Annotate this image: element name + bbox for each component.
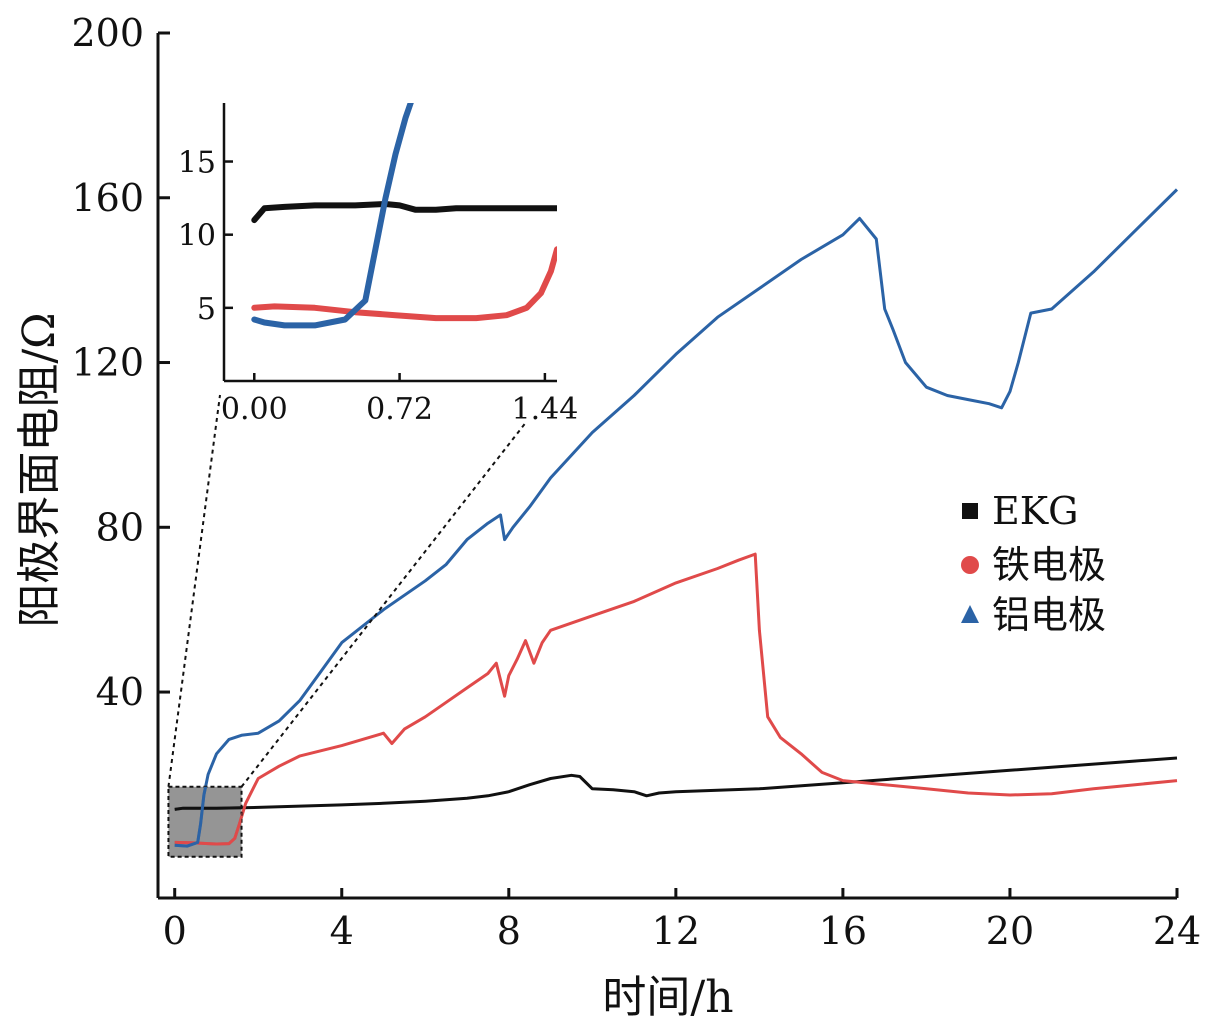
inset-x-tick-label: 0.00 [221,392,288,427]
x-axis-title: 时间/h [602,972,733,1023]
series-line-aluminum [174,188,1179,848]
y-tick-label: 160 [71,176,144,220]
inset-series-line-iron [251,246,557,322]
zoom-guide [167,394,528,858]
zoom-connector-left [167,394,221,787]
inset-series-group [251,103,557,329]
legend: EKG 铁电极 铝电极 [961,489,1106,637]
x-tick-label: 4 [330,909,354,953]
main-axes: 0 4 8 12 16 20 24 40 80 120 160 200 [71,11,1201,953]
x-tick-label: 24 [1153,909,1201,953]
inset-y-tick-label: 5 [197,292,216,327]
x-tick-label: 16 [819,909,867,953]
inset-x-tick-label: 1.44 [511,392,578,427]
inset-series-line-aluminum [251,103,414,329]
legend-marker-ekg [962,503,978,519]
inset-x-tick-label: 0.72 [366,392,433,427]
inset-background [224,103,557,381]
legend-label-ekg: EKG [992,489,1078,533]
x-tick-label: 20 [986,909,1034,953]
inset-y-tick-label: 10 [178,219,216,254]
y-tick-label: 120 [71,341,144,385]
y-tick-label: 40 [96,670,144,714]
y-tick-label: 200 [71,11,144,55]
inset-y-tick-label: 15 [178,146,216,181]
x-tick-label: 0 [163,909,187,953]
y-tick-label: 80 [96,505,144,549]
x-tick-label: 8 [497,909,521,953]
y-axis-title: 阳极界面电阻/Ω [14,312,65,627]
zoom-connector-right [240,420,528,788]
main-series-group [174,188,1179,848]
zoom-series-line-ekg [174,806,242,811]
legend-marker-iron [961,556,979,574]
legend-label-iron: 铁电极 [992,543,1106,587]
series-line-ekg [174,756,1178,811]
legend-marker-aluminum [961,605,979,623]
legend-label-aluminum: 铝电极 [992,593,1106,637]
inset-series-line-ekg [251,201,557,224]
x-tick-label: 12 [652,909,700,953]
inset-plot: 0.00 0.72 1.44 5 10 15 [178,103,578,427]
series-line-iron [174,552,1178,846]
